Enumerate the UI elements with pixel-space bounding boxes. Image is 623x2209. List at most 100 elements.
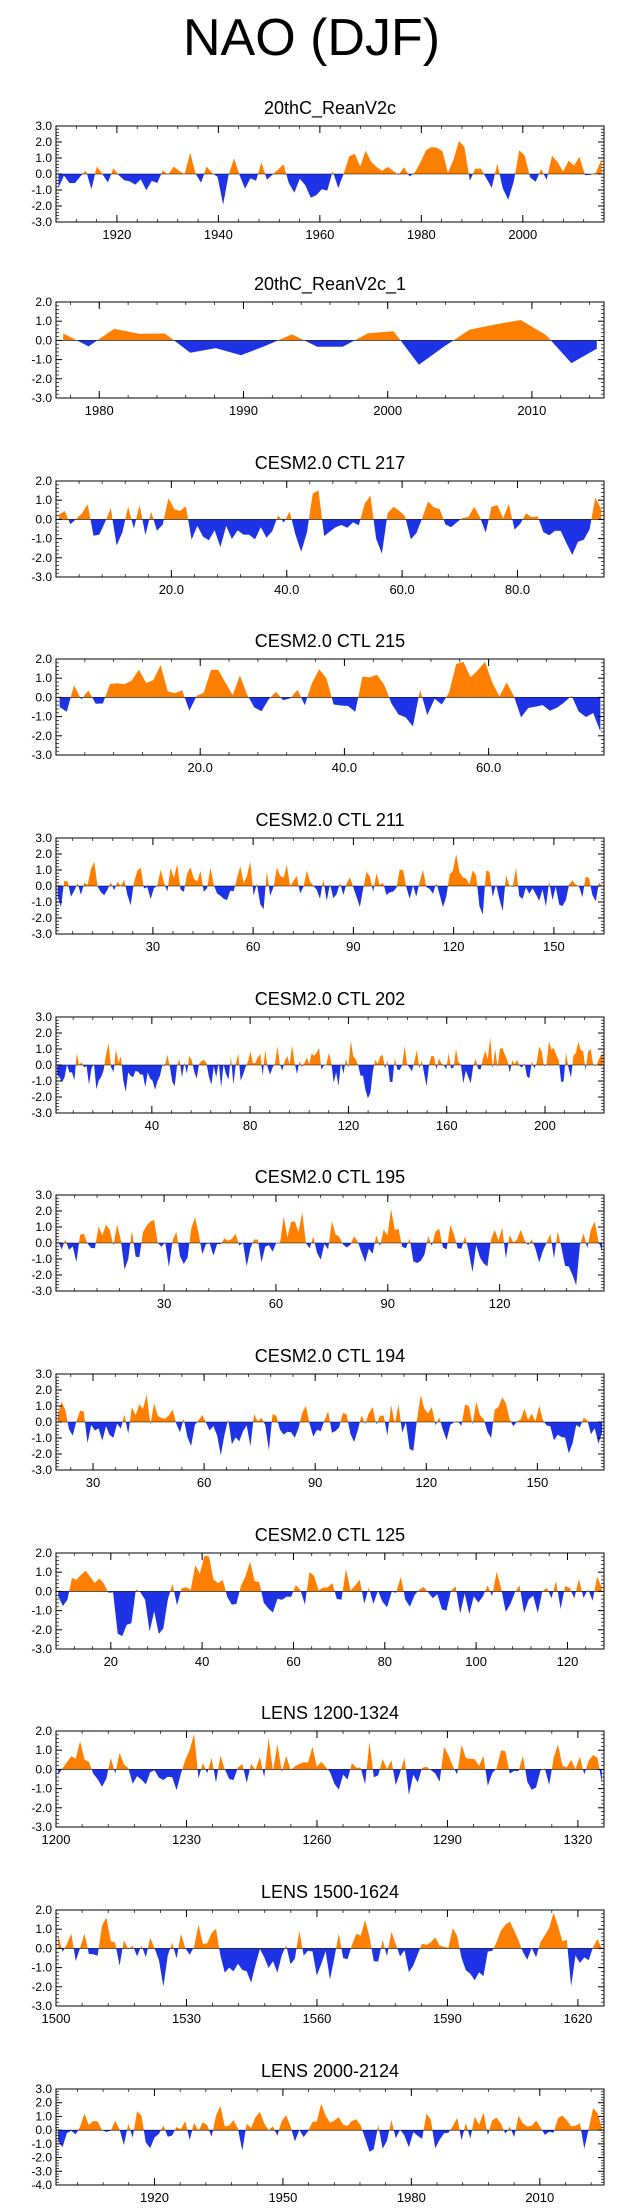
x-tick-label: 90 <box>308 1475 322 1490</box>
chart-title: CESM2.0 CTL 194 <box>255 1346 405 1366</box>
y-tick-label: -1.0 <box>31 353 52 367</box>
y-tick-label: 2.0 <box>35 847 52 861</box>
x-tick-label: 2000 <box>373 403 402 418</box>
y-tick-label: 0.0 <box>35 333 52 347</box>
y-tick-label: -1.0 <box>31 1252 52 1266</box>
x-tick-label: 60 <box>197 1475 211 1490</box>
x-tick-label: 1980 <box>85 403 114 418</box>
y-tick-label: -3.0 <box>31 2164 52 2178</box>
x-tick-label: 1920 <box>102 227 131 242</box>
y-tick-label: 2.0 <box>35 1546 52 1560</box>
positive-area <box>57 1209 600 1243</box>
y-tick-label: -3.0 <box>31 748 52 762</box>
y-tick-label: -3.0 <box>31 927 52 941</box>
y-tick-label: -2.0 <box>31 2151 52 2165</box>
y-tick-label: 0.0 <box>35 2123 52 2137</box>
y-tick-label: 2.0 <box>35 1383 52 1397</box>
y-tick-label: 3.0 <box>35 1010 52 1024</box>
chart-title: LENS 1200-1324 <box>261 1703 399 1723</box>
y-tick-label: -3.0 <box>31 570 52 584</box>
x-tick-label: 60 <box>286 1654 300 1669</box>
y-tick-label: -1.0 <box>31 1604 52 1618</box>
plot-frame <box>55 480 605 578</box>
chart-title: CESM2.0 CTL 217 <box>255 453 405 473</box>
y-tick-label: -3.0 <box>31 1999 52 2013</box>
x-tick-label: 1230 <box>172 1832 201 1847</box>
chart-title: CESM2.0 CTL 202 <box>255 989 405 1009</box>
y-tick-label: -3.0 <box>31 1284 52 1298</box>
negative-area <box>59 697 601 732</box>
y-tick-label: 0.0 <box>35 1415 52 1429</box>
y-tick-label: 1.0 <box>35 1743 52 1757</box>
chart-panel-4: CESM2.0 CTL 215 2.0 1.0 0.0 -1.0 -2.0 -3.0 20.0… <box>31 631 605 775</box>
y-tick-label: -3.0 <box>31 391 52 405</box>
y-tick-label: -2.0 <box>31 1090 52 1104</box>
x-tick-label: 1530 <box>172 2011 201 2026</box>
chart-panel-12: LENS 2000-2124 3.02.01.00.0-1.0-2.0-3.0-4… <box>31 2061 605 2205</box>
x-tick-label: 2010 <box>517 403 546 418</box>
y-tick-label: 1.0 <box>35 1565 52 1579</box>
y-tick-label: 3.0 <box>35 2082 52 2096</box>
y-tick-label: 2.0 <box>35 652 52 666</box>
y-tick-label: -1.0 <box>31 1961 52 1975</box>
negative-area <box>58 1769 602 1795</box>
x-tick-label: 2010 <box>525 2190 554 2205</box>
y-tick-label: 1.0 <box>35 1399 52 1413</box>
x-tick-label: 100 <box>465 1654 487 1669</box>
y-tick-label: -1.0 <box>31 2137 52 2151</box>
y-tick-label: -3.0 <box>31 1106 52 1120</box>
x-tick-label: 90 <box>346 939 360 954</box>
chart-title: CESM2.0 CTL 125 <box>255 1525 405 1545</box>
x-tick-label: 120 <box>415 1475 437 1490</box>
x-tick-label: 160 <box>436 1118 458 1133</box>
x-tick-label: 30 <box>146 939 160 954</box>
y-tick-label: 3.0 <box>35 1367 52 1381</box>
y-tick-label: 0.0 <box>35 1058 52 1072</box>
y-tick-label: 1.0 <box>35 314 52 328</box>
x-tick-label: 80 <box>378 1654 392 1669</box>
chart-title: CESM2.0 CTL 215 <box>255 631 405 651</box>
x-tick-label: 60 <box>246 939 260 954</box>
x-tick-label: 90 <box>381 1296 395 1311</box>
y-tick-label: 2.0 <box>35 1724 52 1738</box>
x-tick-label: 1960 <box>305 227 334 242</box>
positive-area <box>63 320 551 341</box>
x-tick-label: 120 <box>443 939 465 954</box>
y-tick-label: 0.0 <box>35 879 52 893</box>
y-tick-label: -1.0 <box>31 895 52 909</box>
y-tick-label: -2.0 <box>31 911 52 925</box>
positive-area <box>78 2103 602 2131</box>
plot-frame <box>55 301 605 399</box>
y-tick-label: -1.0 <box>31 1431 52 1445</box>
negative-area <box>57 886 603 915</box>
x-tick-label: 40.0 <box>332 760 357 775</box>
negative-area <box>57 1065 597 1099</box>
plot-frame <box>55 658 605 756</box>
y-tick-label: -1.0 <box>31 710 52 724</box>
x-tick-label: 40 <box>145 1118 159 1133</box>
chart-panel-3: CESM2.0 CTL 217 2.0 1.0 0.0 -1.0 -2.0 -3.0 20.0… <box>31 453 605 597</box>
y-tick-label: 3.0 <box>35 831 52 845</box>
positive-area <box>58 490 602 520</box>
y-tick-label: -4.0 <box>31 2178 52 2192</box>
y-tick-label: 1.0 <box>35 493 52 507</box>
x-tick-label: 80 <box>243 1118 257 1133</box>
chart-panel-8: CESM2.0 CTL 194 3.0 2.0 1.0 0.0 -1.0 -2.0 -3.0 3… <box>31 1346 605 1490</box>
plot-frame <box>55 1552 605 1650</box>
y-tick-label: -2.0 <box>31 551 52 565</box>
x-tick-label: 80.0 <box>505 582 530 597</box>
chart-panel-5: CESM2.0 CTL 211 3.0 2.0 1.0 0.0 -1.0 -2.0 -3.0 3… <box>31 810 605 954</box>
positive-area <box>63 854 603 886</box>
negative-area <box>58 2130 589 2152</box>
x-tick-label: 1980 <box>407 227 436 242</box>
x-tick-label: 60.0 <box>476 760 501 775</box>
y-tick-label: -2.0 <box>31 372 52 386</box>
positive-area <box>82 141 602 174</box>
y-tick-label: 1.0 <box>35 2109 52 2123</box>
y-tick-label: -1.0 <box>31 183 52 197</box>
y-tick-label: 2.0 <box>35 2096 52 2110</box>
x-tick-label: 1500 <box>42 2011 71 2026</box>
y-tick-label: 3.0 <box>35 119 52 133</box>
y-tick-label: -2.0 <box>31 729 52 743</box>
chart-title: 20thC_ReanV2c <box>264 98 396 119</box>
